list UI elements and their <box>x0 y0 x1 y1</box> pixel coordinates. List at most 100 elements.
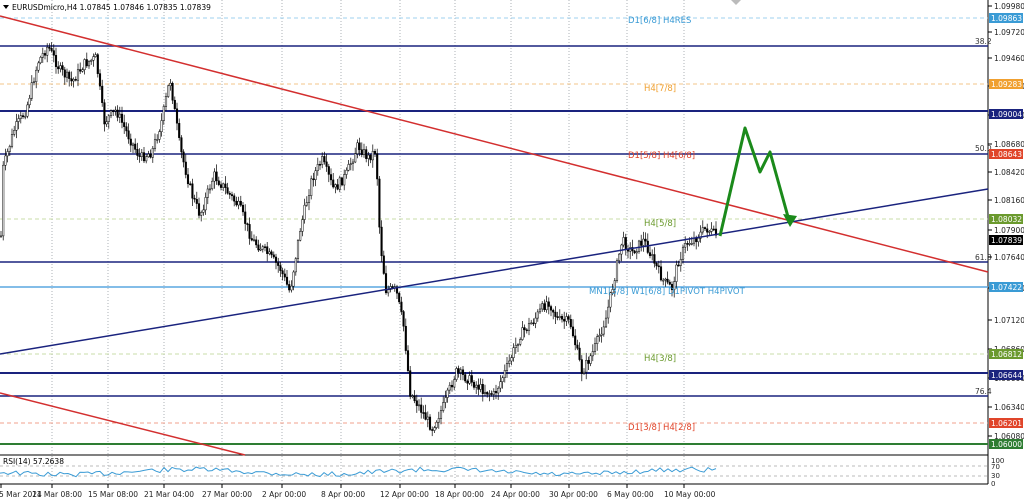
candle <box>615 258 619 283</box>
candle <box>151 146 154 163</box>
candle <box>420 397 423 419</box>
candle <box>347 160 350 172</box>
candle <box>481 378 484 402</box>
candle <box>439 405 443 425</box>
candle <box>237 196 240 210</box>
candle <box>15 113 18 139</box>
price-tick: 1.06080 <box>994 432 1024 441</box>
price-box: 1.07422 <box>989 282 1023 292</box>
candle <box>125 122 128 137</box>
candle <box>46 43 49 63</box>
price-box-text: 1.08032 <box>991 215 1022 224</box>
candle <box>358 137 361 157</box>
candle <box>411 394 414 399</box>
candle <box>644 232 647 248</box>
candle <box>41 47 44 63</box>
candle <box>446 387 449 403</box>
price-box: 1.06201 <box>989 418 1023 428</box>
candle <box>538 303 542 314</box>
price-tick: 1.08160 <box>994 196 1024 205</box>
candle <box>24 112 27 120</box>
price-tick: 1.07900 <box>994 226 1024 235</box>
candle <box>582 368 586 375</box>
candle <box>532 318 535 326</box>
candle <box>442 396 445 413</box>
candle <box>327 163 330 183</box>
candle <box>195 191 198 209</box>
candle <box>530 319 533 325</box>
candle <box>261 244 264 253</box>
candle <box>228 191 231 199</box>
uptrend-line[interactable] <box>0 188 989 355</box>
dropdown-arrow-icon[interactable] <box>3 5 9 9</box>
candle <box>153 133 157 152</box>
candle <box>94 52 97 58</box>
candle <box>61 61 64 76</box>
candle <box>492 388 495 400</box>
candle <box>402 310 405 332</box>
candle <box>437 411 440 429</box>
candle <box>325 154 328 172</box>
candle <box>701 220 704 235</box>
candle <box>266 242 269 262</box>
rsi-panel[interactable]: RSI(14) 57.2638 100 70 30 0 <box>0 457 1004 488</box>
candle <box>543 299 546 312</box>
candle <box>263 243 267 252</box>
candle <box>415 394 418 413</box>
candle <box>156 134 159 144</box>
downtrend-line-upper[interactable] <box>0 15 989 273</box>
candle <box>0 231 3 238</box>
candle <box>486 391 489 398</box>
candle <box>305 196 308 207</box>
downtrend-line-lower[interactable] <box>0 392 246 456</box>
dashed-levels <box>0 17 988 424</box>
candle <box>640 234 643 252</box>
level-label: H4[7/8] <box>644 84 676 94</box>
candle <box>527 317 531 336</box>
candle <box>699 225 702 243</box>
price-box: 1.08643 <box>989 149 1023 159</box>
candle <box>123 114 126 134</box>
forecast-path[interactable] <box>718 126 792 237</box>
candle <box>222 182 225 192</box>
price-box: 1.09004 <box>989 109 1023 119</box>
candle <box>299 228 302 242</box>
level-label: D1[6/8] H4RES <box>628 16 691 26</box>
candle <box>417 399 421 411</box>
candle <box>373 148 377 157</box>
candle <box>356 139 359 159</box>
candle <box>609 291 612 313</box>
candle <box>710 222 713 235</box>
scroll-marker-icon[interactable] <box>731 0 741 5</box>
level-label: D1[3/8] H4[2/8] <box>628 423 695 433</box>
candle <box>494 384 498 400</box>
price-box-text: 1.07839 <box>991 236 1022 245</box>
candle <box>162 104 165 125</box>
candle <box>70 71 73 87</box>
candle <box>470 370 473 387</box>
candle <box>433 425 436 433</box>
candle <box>107 114 110 129</box>
candle <box>464 372 467 383</box>
candle <box>103 99 106 132</box>
candle <box>413 390 416 404</box>
candle <box>134 138 137 154</box>
price-box-text: 1.09283 <box>991 80 1022 89</box>
candle <box>149 149 152 159</box>
rsi-tick-30: 30 <box>991 472 1000 480</box>
candle <box>578 342 581 362</box>
candle <box>74 76 77 82</box>
price-box-text: 1.07422 <box>991 283 1022 292</box>
candle <box>642 231 645 252</box>
candle <box>219 181 223 191</box>
candle <box>545 295 548 313</box>
candle <box>466 379 469 390</box>
price-boxes: 1.09863 1.09283 1.09004 1.08643 1.08032 1.078… <box>989 13 1023 449</box>
candle <box>283 268 286 282</box>
candle <box>668 279 671 286</box>
candle <box>109 109 113 119</box>
candle <box>147 150 150 158</box>
candle <box>712 225 715 232</box>
